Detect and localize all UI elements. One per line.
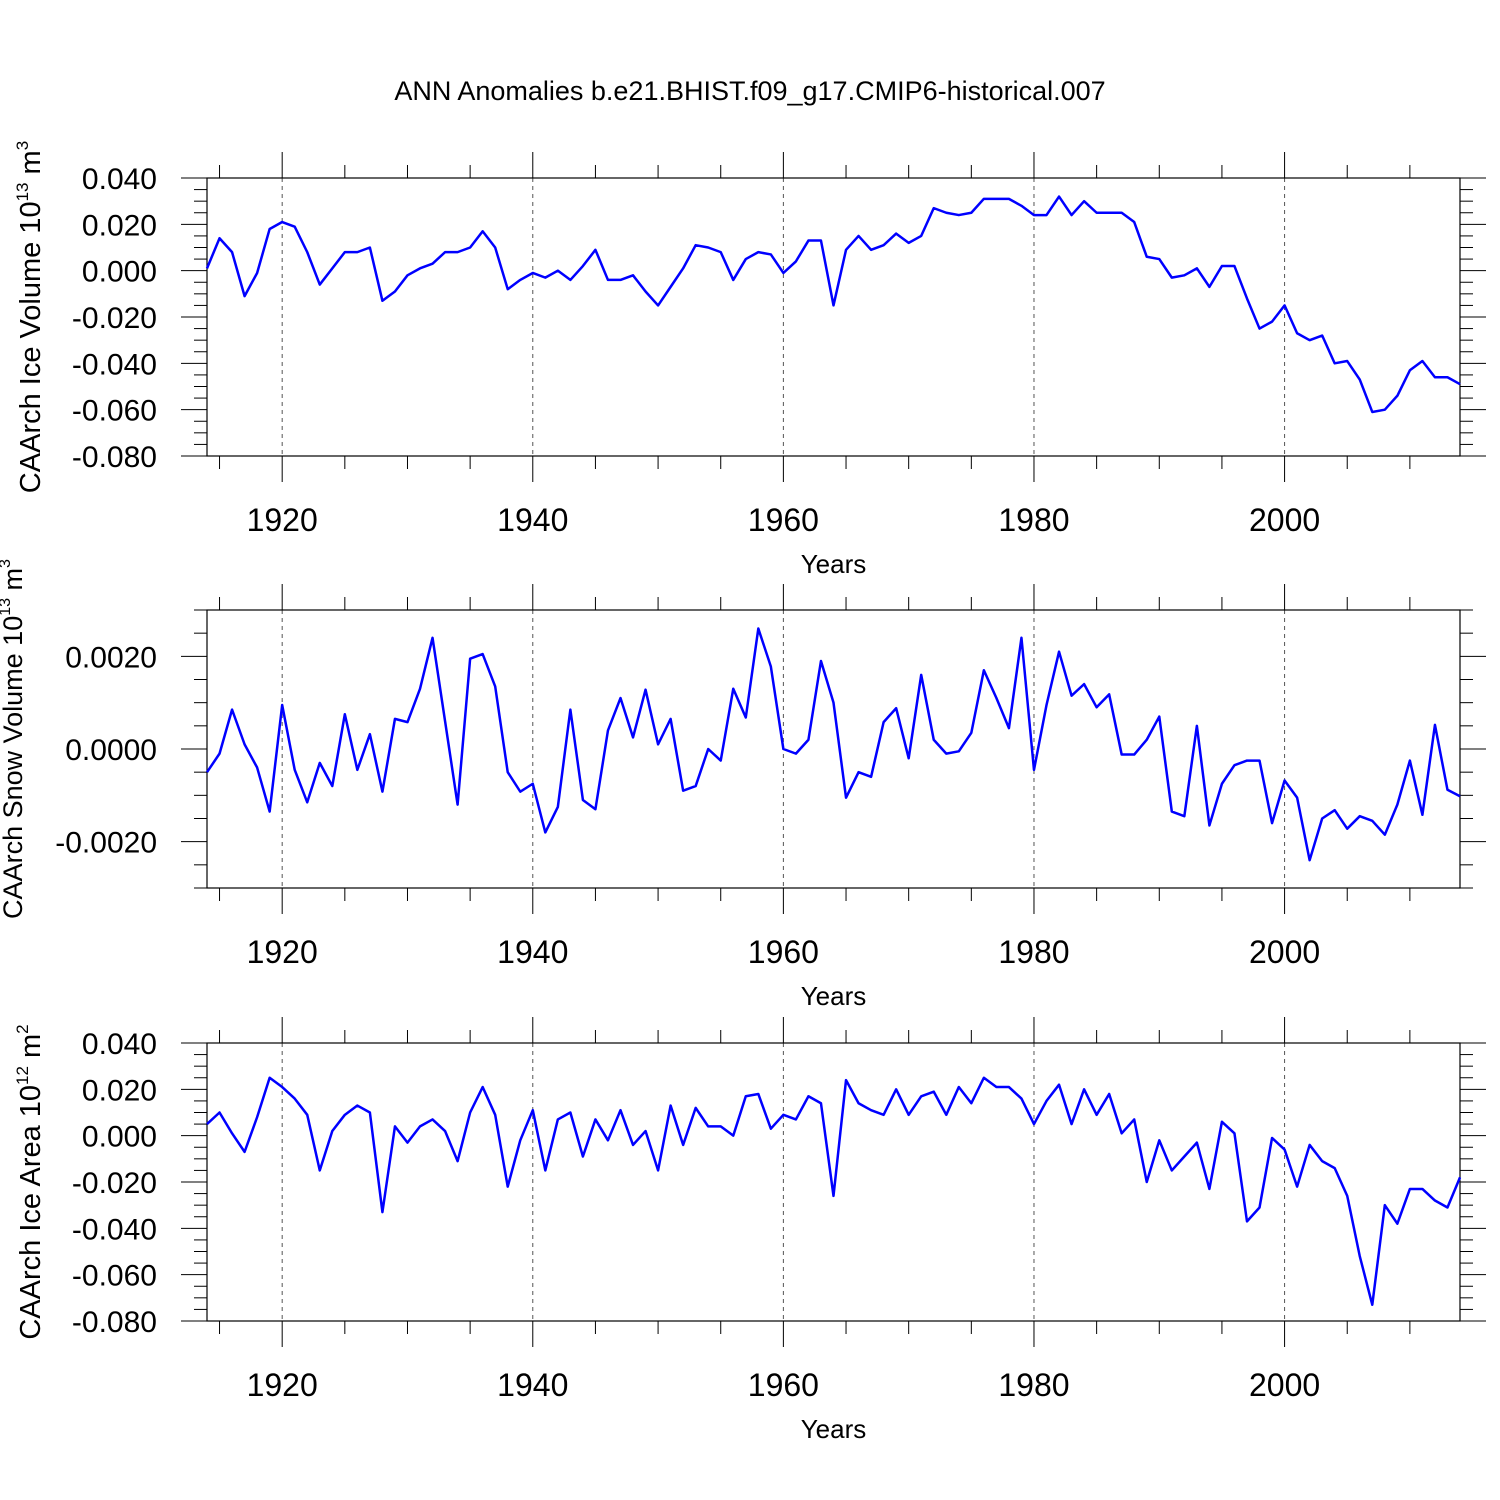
- x-axis-label: Years: [801, 981, 867, 1011]
- y-axis-label: CAArch Ice Volume 1013 m3: [13, 141, 47, 493]
- y-tick-label: 0.0020: [65, 641, 157, 674]
- y-tick-label: -0.040: [72, 1213, 157, 1246]
- series-line: [206, 1076, 1462, 1307]
- figure-title: ANN Anomalies b.e21.BHIST.f09_g17.CMIP6-…: [394, 76, 1106, 106]
- y-tick-label: 0.0000: [65, 734, 157, 767]
- x-axis-label: Years: [801, 1414, 867, 1444]
- x-axis-label: Years: [801, 549, 867, 579]
- x-tick-label: 1960: [748, 934, 819, 970]
- x-tick-label: 2000: [1249, 934, 1320, 970]
- x-tick-label: 1940: [497, 934, 568, 970]
- x-tick-label: 1940: [497, 502, 568, 538]
- x-tick-label: 1980: [998, 1367, 1069, 1403]
- y-tick-label: 0.040: [82, 1028, 157, 1061]
- y-tick-label: 0.020: [82, 209, 157, 242]
- plot-frame: [206, 609, 1461, 889]
- panel-ice-area: 1920 1940 1960 1980 2000 0.040 0.020 0.000 -0.02…: [13, 1017, 1486, 1444]
- plot-frame: [206, 177, 1461, 457]
- panel-snow-volume: 1920 1940 1960 1980 2000 0.0020 0.0000 -0.0020 Y…: [0, 559, 1486, 1011]
- y-tick-label: -0.040: [72, 348, 157, 381]
- x-tick-label: 1980: [998, 934, 1069, 970]
- x-tick-label: 1940: [497, 1367, 568, 1403]
- x-tick-label: 2000: [1249, 1367, 1320, 1403]
- series-line: [205, 195, 1461, 414]
- y-tick-label: 0.000: [82, 1121, 157, 1154]
- x-tick-label: 1960: [748, 1367, 819, 1403]
- y-tick-label: 0.040: [82, 163, 157, 196]
- y-tick-label: -0.060: [72, 395, 157, 428]
- y-tick-label: -0.060: [72, 1260, 157, 1293]
- y-tick-label: 0.000: [82, 256, 157, 289]
- y-tick-label: -0.020: [72, 1167, 157, 1200]
- y-tick-label: -0.080: [72, 441, 157, 474]
- x-tick-label: 1920: [247, 934, 318, 970]
- y-axis-label: CAArch Ice Area 1012 m2: [13, 1024, 47, 1339]
- plot-frame: [206, 1042, 1461, 1322]
- y-axis-label: CAArch Snow Volume 1013 m3: [0, 559, 28, 919]
- x-tick-label: 1960: [748, 502, 819, 538]
- y-tick-label: 0.020: [82, 1074, 157, 1107]
- x-tick-label: 2000: [1249, 502, 1320, 538]
- y-tick-label: -0.0020: [55, 827, 157, 860]
- x-tick-label: 1980: [998, 502, 1069, 538]
- x-tick-label: 1920: [247, 502, 318, 538]
- panel-ice-volume: 1920 1940 1960 1980 2000 0.040 0.020 0.000 -0.02…: [13, 141, 1486, 579]
- y-tick-label: -0.080: [72, 1306, 157, 1339]
- x-tick-label: 1920: [247, 1367, 318, 1403]
- y-tick-label: -0.020: [72, 302, 157, 335]
- series-line: [205, 627, 1461, 862]
